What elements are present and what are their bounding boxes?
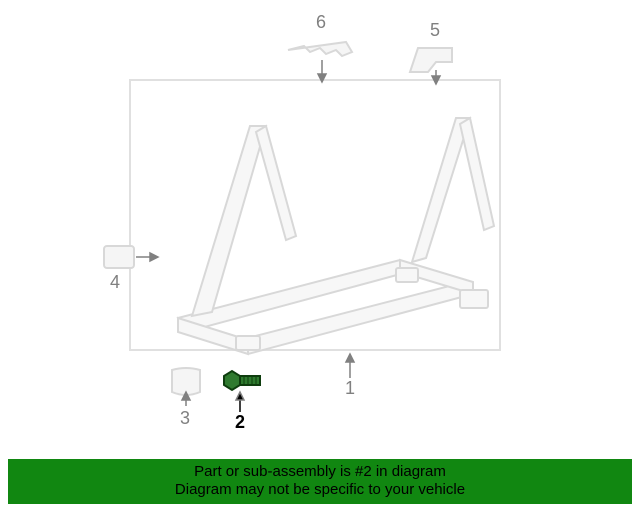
seat-frame [178,118,494,354]
diagram-svg [100,10,540,450]
callout-2: 2 [235,412,245,433]
callout-4: 4 [110,272,120,293]
part-6-shape [288,42,352,56]
part-5-shape [410,48,452,72]
callout-3: 3 [180,408,190,429]
parts-diagram: 6 5 4 3 2 1 [100,10,540,450]
callout-6: 6 [316,12,326,33]
part-4-shape [104,246,134,268]
banner-line-2: Diagram may not be specific to your vehi… [8,481,632,500]
callout-1: 1 [345,378,355,399]
diagram-bounding-box [130,80,500,350]
banner-line-1: Part or sub-assembly is #2 in diagram [8,463,632,482]
page-container: 6 5 4 3 2 1 Part or sub-assembly is #2 i… [0,0,640,512]
callout-5: 5 [430,20,440,41]
info-banner: Part or sub-assembly is #2 in diagram Di… [8,459,632,505]
part-2-bolt [224,371,260,390]
